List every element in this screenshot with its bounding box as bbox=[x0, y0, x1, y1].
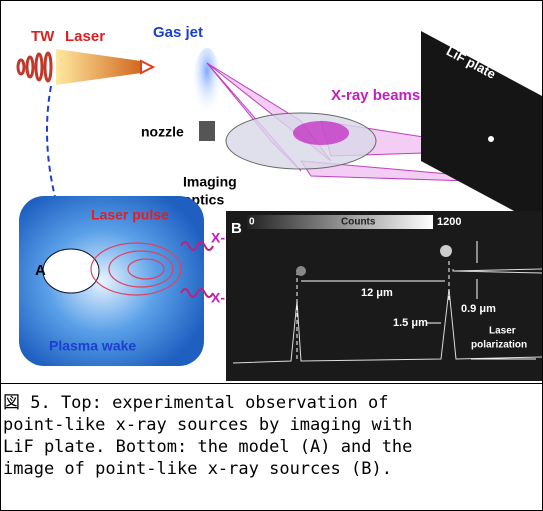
laser-arrow bbox=[141, 61, 153, 73]
caption-line: LiF plate. Bottom: the model (A) and the bbox=[3, 436, 542, 458]
label: 0.9 μm bbox=[461, 303, 496, 315]
panel-label: B bbox=[231, 220, 242, 237]
label: Imaging bbox=[183, 174, 237, 190]
label: polarization bbox=[471, 340, 527, 351]
caption-line: 図 5. Top: experimental observation of bbox=[3, 392, 542, 414]
colorbar-label: 0 bbox=[249, 217, 255, 228]
spot bbox=[440, 245, 452, 257]
label: Plasma wake bbox=[49, 338, 136, 354]
label: TW bbox=[31, 28, 55, 45]
beam-spot bbox=[293, 121, 349, 145]
label: Laser bbox=[489, 326, 516, 337]
caption-line: point-like x-ray sources by imaging with bbox=[3, 414, 542, 436]
zoom-arrow bbox=[47, 86, 56, 201]
laser-cone bbox=[56, 49, 141, 85]
laser-pulse-rings bbox=[18, 53, 51, 81]
colorbar-label: 1200 bbox=[437, 216, 461, 228]
label: Gas jet bbox=[153, 24, 203, 41]
label: nozzle bbox=[141, 124, 184, 140]
label: 12 μm bbox=[361, 287, 393, 299]
panel-label: A bbox=[35, 262, 46, 279]
figure: TW Laser Gas jet nozzle Imaging optics X… bbox=[1, 1, 542, 383]
figure-page: TW Laser Gas jet nozzle Imaging optics X… bbox=[0, 0, 543, 511]
nozzle bbox=[199, 121, 215, 141]
label: X-ray beams bbox=[331, 87, 420, 104]
gas-jet bbox=[193, 48, 221, 124]
colorbar bbox=[247, 215, 433, 229]
caption-line: image of point-like x-ray sources (B). bbox=[3, 458, 542, 480]
spot bbox=[296, 266, 306, 276]
label: Laser pulse bbox=[91, 207, 169, 223]
label: Laser bbox=[65, 28, 105, 45]
colorbar-label: Counts bbox=[341, 217, 376, 228]
label: 1.5 μm bbox=[393, 317, 428, 329]
spot bbox=[488, 136, 494, 142]
